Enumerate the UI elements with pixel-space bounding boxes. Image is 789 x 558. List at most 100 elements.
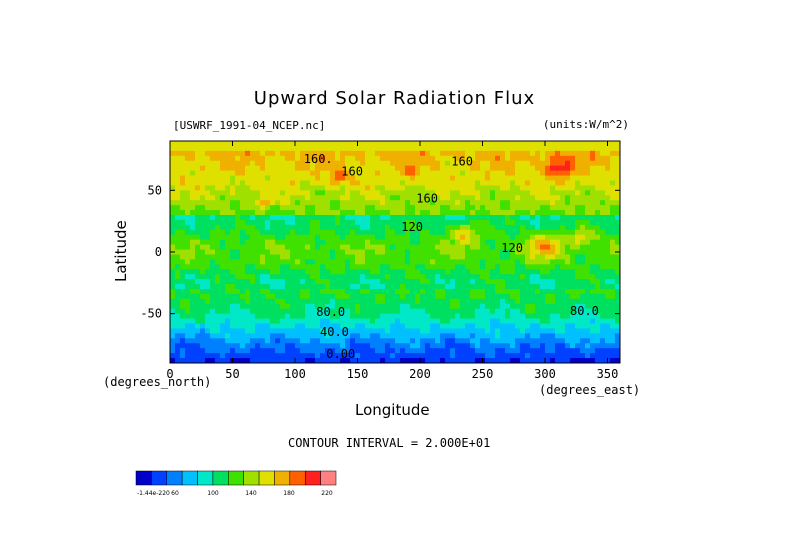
heatmap-cell [455, 254, 461, 260]
heatmap-cell [460, 190, 466, 196]
heatmap-cell [590, 190, 596, 196]
heatmap-cell [320, 175, 326, 182]
heatmap-cell [500, 343, 506, 349]
heatmap-cell [170, 343, 176, 349]
heatmap-cell [175, 190, 181, 196]
heatmap-cell [390, 190, 396, 196]
heatmap-cell [210, 175, 216, 182]
heatmap-cell [400, 343, 406, 349]
heatmap-cell [395, 308, 401, 315]
heatmap-cell [380, 160, 386, 167]
heatmap-cell [340, 308, 346, 315]
heatmap-cell [460, 170, 466, 177]
heatmap-cell [540, 264, 546, 270]
heatmap-cell [345, 141, 351, 147]
heatmap-cell [540, 259, 546, 265]
heatmap-cell [235, 165, 241, 172]
heatmap-cell [465, 323, 471, 330]
heatmap-cell [345, 219, 351, 226]
heatmap-cell [170, 279, 176, 285]
heatmap-cell [600, 180, 606, 186]
heatmap-cell [605, 323, 611, 330]
heatmap-cell [615, 323, 620, 330]
heatmap-cell [230, 298, 236, 305]
heatmap-cell [170, 160, 176, 167]
heatmap-cell [350, 264, 356, 270]
heatmap-cell [585, 200, 591, 206]
heatmap-cell [250, 289, 256, 295]
heatmap-cell [385, 298, 391, 305]
heatmap-cell [395, 239, 401, 246]
heatmap-cell [295, 269, 301, 275]
heatmap-cell [365, 353, 371, 359]
heatmap-cell [520, 254, 526, 260]
heatmap-cell [260, 343, 266, 349]
heatmap-cell [295, 200, 301, 206]
heatmap-cell [365, 141, 371, 147]
heatmap-cell [375, 298, 381, 305]
heatmap-cell [360, 298, 366, 305]
heatmap-cell [215, 308, 221, 315]
heatmap-cell [275, 328, 281, 334]
heatmap-cell [325, 150, 331, 157]
heatmap-cell [285, 229, 291, 236]
heatmap-cell [235, 274, 241, 280]
heatmap-cell [190, 180, 196, 186]
heatmap-cell [250, 254, 256, 260]
heatmap-cell [190, 205, 196, 211]
heatmap-cell [485, 313, 491, 320]
heatmap-cell [540, 358, 546, 363]
heatmap-cell [395, 170, 401, 177]
heatmap-cell [345, 293, 351, 300]
heatmap-cell [550, 150, 556, 157]
heatmap-cell [310, 244, 316, 251]
heatmap-cell [530, 264, 536, 270]
heatmap-cell [305, 328, 311, 334]
heatmap-cell [535, 298, 541, 305]
heatmap-cell [375, 323, 381, 330]
heatmap-cell [385, 210, 391, 216]
heatmap-cell [385, 229, 391, 236]
heatmap-cell [255, 175, 261, 182]
heatmap-cell [415, 333, 421, 339]
heatmap-cell [245, 289, 251, 295]
heatmap-cell [445, 333, 451, 339]
heatmap-cell [615, 333, 620, 339]
heatmap-cell [255, 249, 261, 256]
heatmap-cell [215, 160, 221, 167]
heatmap-cell [585, 289, 591, 295]
heatmap-cell [215, 244, 221, 251]
heatmap-cell [415, 165, 421, 172]
heatmap-cell [450, 358, 456, 363]
heatmap-cell [345, 298, 351, 305]
heatmap-cell [570, 333, 576, 339]
heatmap-cell [330, 279, 336, 285]
heatmap-cell [340, 210, 346, 216]
heatmap-cell [305, 219, 311, 226]
heatmap-cell [395, 219, 401, 226]
heatmap-cell [340, 234, 346, 241]
heatmap-cell [525, 155, 531, 162]
heatmap-cell [525, 190, 531, 196]
heatmap-cell [440, 279, 446, 285]
heatmap-cell [595, 195, 601, 201]
heatmap-cell [365, 229, 371, 236]
heatmap-cell [380, 259, 386, 265]
heatmap-cell [465, 348, 471, 354]
heatmap-cell [330, 289, 336, 295]
heatmap-cell [290, 254, 296, 260]
heatmap-cell [250, 200, 256, 206]
heatmap-cell [295, 353, 301, 359]
heatmap-cell [420, 215, 426, 221]
heatmap-cell [175, 328, 181, 334]
heatmap-cell [455, 289, 461, 295]
heatmap-cell [220, 343, 226, 349]
heatmap-cell [580, 338, 586, 344]
heatmap-cell [320, 145, 326, 152]
heatmap-cell [305, 145, 311, 152]
heatmap-cell [275, 343, 281, 349]
heatmap-cell [390, 249, 396, 256]
heatmap-cell [490, 338, 496, 344]
heatmap-cell [455, 175, 461, 182]
heatmap-cell [405, 318, 411, 325]
